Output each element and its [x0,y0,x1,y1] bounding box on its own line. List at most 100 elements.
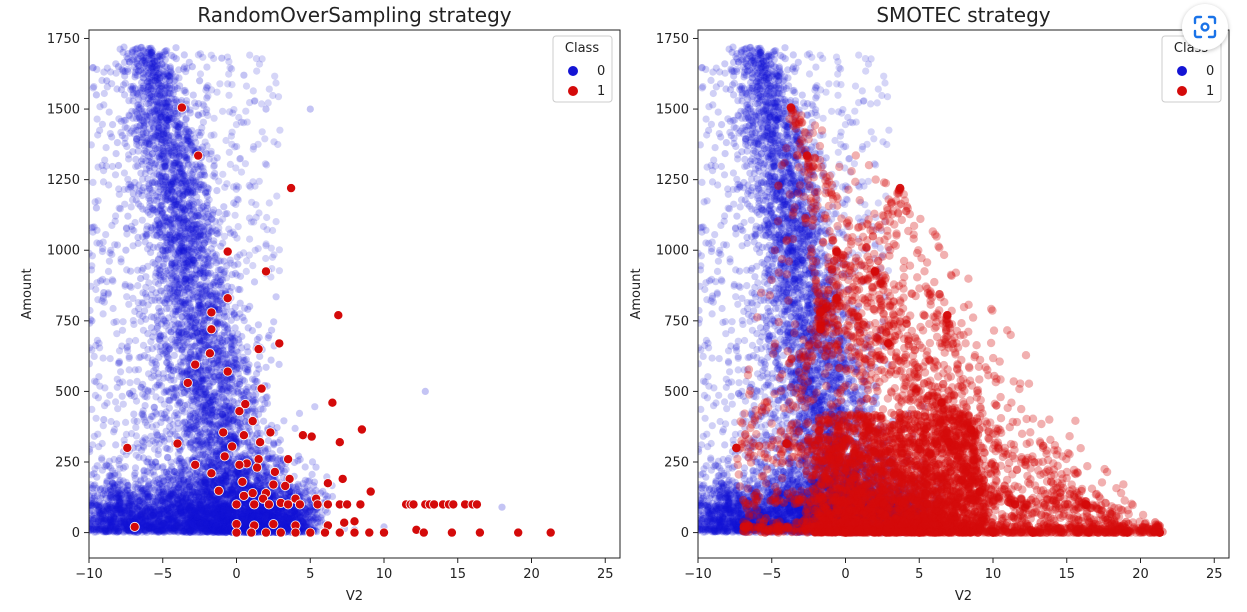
class-0-point [191,507,199,515]
class-0-point [253,430,261,439]
class-0-point [190,446,198,454]
class-0-point [192,509,200,517]
class-0-point [234,260,242,268]
class-0-point [219,394,228,402]
class-0-point [262,510,270,519]
class-0-point [208,298,217,307]
class-0-point [149,55,157,63]
class-0-point [197,269,205,277]
class-0-point [197,428,205,436]
class-0-point [168,178,176,186]
class-0-point [206,402,214,410]
class-0-point [220,203,228,211]
class-0-point [219,528,227,536]
class-0-point [175,229,183,237]
class-0-point [180,255,189,263]
class-0-point [190,165,198,174]
class-0-point [189,342,197,350]
class-0-point [201,425,209,433]
class-0-point [154,61,162,69]
class-0-point [172,96,180,104]
class-0-point [200,259,208,268]
class-0-point [133,123,141,131]
class-0-point [161,348,169,356]
class-0-point [183,251,191,259]
class-0-point [129,46,137,54]
class-0-point [178,140,186,148]
class-0-point [162,255,170,263]
class-0-point [212,508,221,516]
class-0-point [193,293,202,301]
class-0-point [199,241,207,249]
class-0-point [153,138,161,146]
class-0-point [209,289,217,297]
class-0-point [167,328,175,336]
class-0-point [248,447,256,455]
class-0-point [179,191,187,199]
class-0-point [166,423,174,431]
class-0-point [141,507,149,515]
class-0-point [272,293,280,301]
class-0-point [134,126,142,134]
class-0-point [116,45,124,53]
class-0-point [152,289,160,297]
class-0-point [170,286,178,294]
class-0-point [157,312,165,320]
class-0-point [184,258,192,266]
class-0-point [236,365,244,373]
class-0-point [222,414,230,422]
class-0-point [196,498,204,506]
class-0-point [163,70,171,78]
class-0-point [149,93,158,101]
class-0-point [209,209,217,217]
class-0-point [152,269,160,277]
class-0-point [249,384,257,392]
class-0-point [168,335,176,343]
class-0-point [177,121,185,129]
class-0-point [236,286,244,294]
class-0-point [241,449,249,457]
class-0-point [208,215,216,223]
class-0-point [206,456,214,464]
class-0-point [178,313,186,321]
class-0-point [188,473,196,481]
class-0-point [181,177,189,185]
class-0-point [172,251,180,259]
class-0-point [187,196,195,204]
class-0-point [157,113,166,121]
class-0-point [220,518,228,526]
class-0-point [187,280,195,288]
class-0-point [132,155,140,163]
class-0-point [258,521,266,529]
class-0-point [202,513,210,521]
class-0-point [173,84,182,93]
class-0-point [135,62,143,71]
class-0-point [165,103,173,111]
class-0-point [187,413,195,421]
class-0-point [146,107,154,115]
class-0-point [192,221,200,229]
class-0-point [168,260,176,268]
class-0-point [221,267,229,275]
class-0-point [205,510,213,518]
class-0-point [234,285,242,293]
class-0-point [175,196,183,204]
class-0-point [161,114,169,122]
class-0-point [213,514,221,523]
class-0-point [246,467,254,475]
class-0-point [199,267,207,275]
class-0-point [164,132,172,140]
class-0-point [266,508,274,517]
class-0-point [186,441,194,449]
class-0-point [173,457,181,465]
class-0-point [217,415,225,423]
class-0-point [194,446,202,454]
class-0-point [174,281,182,289]
class-0-point [239,507,247,515]
class-0-point [182,424,190,432]
class-0-point [153,343,161,351]
class-0-point [217,337,225,346]
class-0-point [252,445,260,453]
class-0-point [217,471,225,479]
class-0-point [190,395,198,403]
